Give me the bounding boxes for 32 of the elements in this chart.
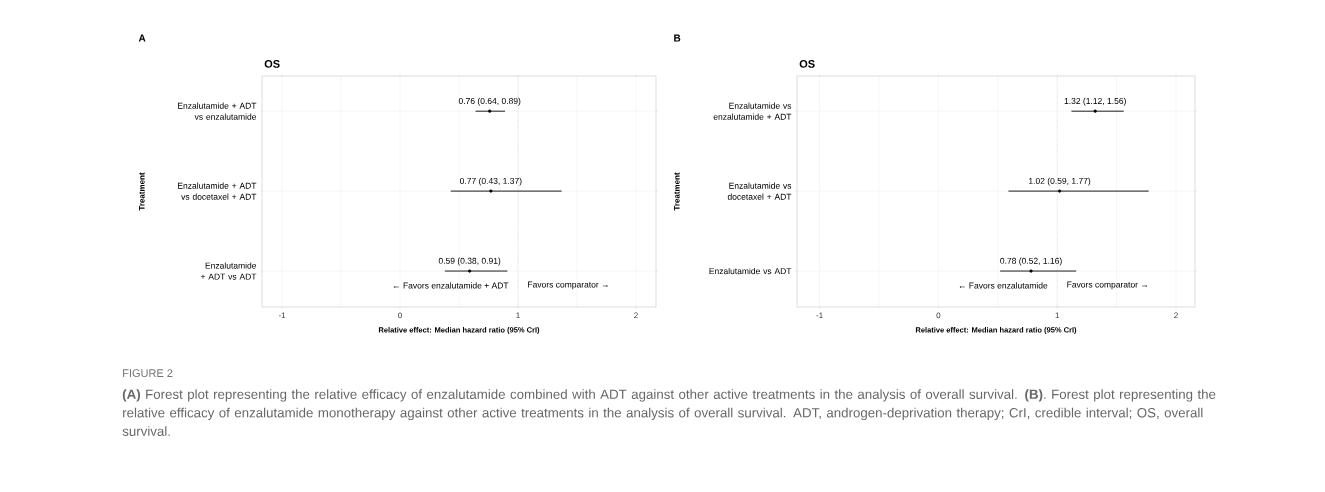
chart-title: OS [264,60,280,68]
x-tick-label: -1 [278,312,286,319]
y-axis-title: Treatment [139,172,145,211]
data-label: 0.76 (0.64, 0.89) [458,97,521,106]
y-tick-label: Enzalutamide vs docetaxel + ADT [727,182,792,200]
x-tick-label: 1 [516,312,520,319]
x-tick-label: 0 [398,312,402,319]
annotation: Favors comparator → [528,281,608,290]
y-tick-label: Enzalutamide + ADT vs enzalutamide [178,102,257,120]
x-tick-label: 0 [936,312,941,319]
text: A [138,34,146,42]
chart-title: OS [799,60,815,68]
x-tick-label: 2 [634,312,638,319]
data-label: 1.32 (1.12, 1.56) [1064,97,1126,106]
data-label: 1.02 (0.59, 1.77) [1029,177,1091,186]
x-tick-label: 2 [1174,312,1178,319]
annotation: ← Favors enzalutamide + ADT [393,282,509,289]
y-axis-title: Treatment [674,172,680,211]
y-tick-label: Enzalutamide + ADT vs docetaxel + ADT [178,182,257,200]
annotation: ← Favors enzalutamide [959,282,1048,289]
data-label: 0.78 (0.52, 1.16) [1000,257,1062,266]
y-tick-label: Enzalutamide vs enzalutamide + ADT [713,102,792,120]
data-label: 0.59 (0.38, 0.91) [438,257,501,266]
text: (A) Forest plot representing the relative efficacy of enzalutamide combined with ADT against other active treatments in the analysis of overall survival. (B). Forest plot representing the relative efficacy of enzalutamide monotherapy against other active treatments in the analysis of overall survival. ADT, androgen-deprivation therapy; CrI, credible interval; OS, overall survival. [122,389,1216,436]
y-tick-label: Enzalutamide vs ADT [709,267,792,275]
caption: FIGURE 2 [123,369,173,377]
text: B [674,34,681,42]
x-tick-label: 1 [1055,312,1060,319]
annotation: Favors comparator → [1067,281,1148,290]
y-tick-label: Enzalutamide + ADT vs ADT [200,262,257,280]
data-label: 0.77 (0.43, 1.37) [460,177,522,186]
x-tick-label: -1 [816,312,823,319]
